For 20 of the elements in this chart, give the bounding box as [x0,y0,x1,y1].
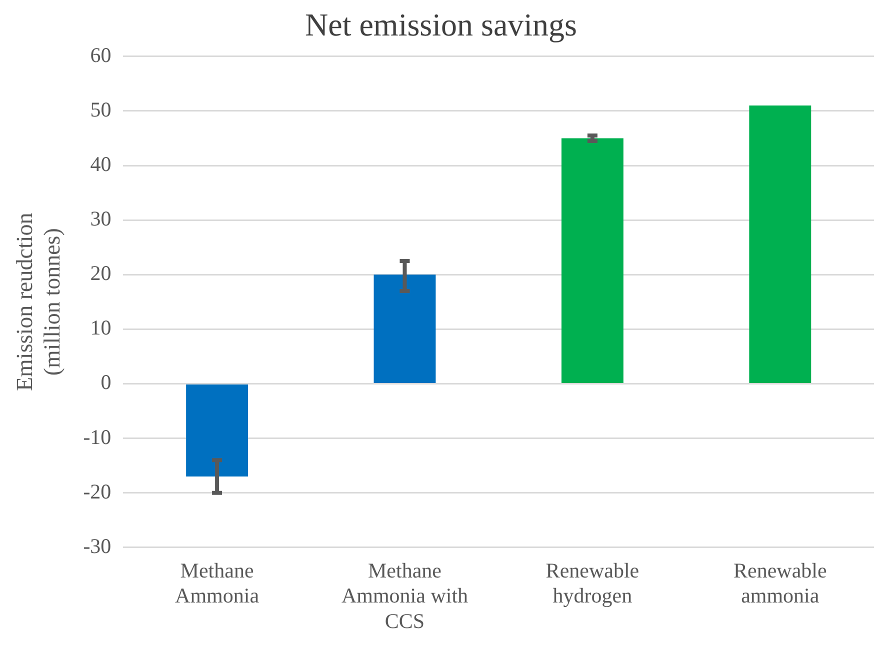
bar [749,106,812,383]
y-tick-label: 50 [90,97,112,122]
y-tick-label: 0 [100,370,112,394]
bar [561,138,624,383]
y-tick-label: 10 [90,316,112,340]
y-tick-label: -20 [83,479,112,504]
y-tick-label: 40 [90,152,112,176]
y-tick-label: -30 [83,534,112,558]
x-tick-label: Methane Ammonia with CCS [341,558,469,633]
y-axis-title: Emission reudction (million tonnes) [12,212,64,392]
x-tick-label: Renewable hydrogen [546,558,640,608]
bar [374,274,436,383]
x-tick-label: Methane Ammonia [175,558,260,608]
y-tick-label: 20 [90,261,112,286]
chart-title: Net emission savings [305,6,577,43]
bar [186,384,248,476]
x-tick-label: Renewable ammonia [734,558,827,608]
y-tick-label: -10 [83,424,112,449]
y-tick-label: 30 [90,206,112,231]
y-tick-label: 60 [90,42,112,67]
